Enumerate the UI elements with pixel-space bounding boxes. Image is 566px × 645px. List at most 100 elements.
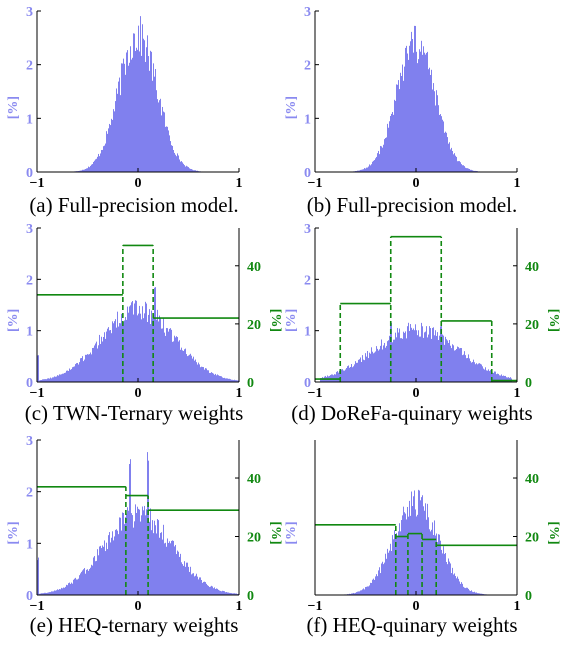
histogram-bar	[453, 574, 454, 595]
histogram-bar	[185, 348, 186, 382]
histogram-bar	[199, 364, 200, 382]
histogram-bar	[353, 366, 354, 382]
histogram-bar	[137, 506, 138, 595]
histogram-bar	[388, 340, 389, 382]
histogram-bar	[81, 358, 82, 382]
histogram-bar	[361, 590, 362, 595]
histogram-bar	[432, 522, 433, 595]
histogram-bar	[384, 562, 385, 595]
histogram-bar	[104, 145, 105, 172]
histogram-bar	[123, 58, 124, 172]
histogram-bar	[206, 368, 207, 382]
histogram-b	[348, 25, 485, 173]
histogram-bar	[132, 515, 133, 595]
histogram-bar	[440, 540, 441, 595]
histogram-bar	[158, 321, 159, 382]
histogram-bar	[122, 63, 123, 172]
histogram-bar	[478, 593, 479, 595]
histogram-bar	[374, 579, 375, 595]
histogram-bar	[80, 170, 81, 172]
histogram-bar	[201, 366, 202, 382]
histogram-bar	[384, 342, 385, 382]
histogram-bar	[396, 533, 397, 595]
histogram-bar	[357, 362, 358, 382]
y-tick-label: 1	[304, 112, 311, 127]
histogram-bar	[342, 369, 343, 382]
histogram-bar	[151, 310, 152, 382]
histogram-bar	[419, 49, 420, 172]
histogram-bar	[169, 328, 170, 382]
histogram-bar	[140, 16, 141, 172]
x-tick-label: 0	[135, 599, 142, 614]
histogram-bar	[409, 45, 410, 173]
histogram-bar	[88, 166, 89, 172]
histogram-bar	[132, 301, 133, 382]
histogram-bar	[414, 25, 415, 172]
histogram-bar	[383, 144, 384, 172]
histogram-bar	[102, 545, 103, 595]
histogram-bar	[95, 159, 96, 172]
histogram-bar	[400, 72, 401, 172]
histogram-bar	[92, 164, 93, 172]
histogram-bar	[155, 525, 156, 595]
histogram-bar	[375, 576, 376, 595]
histogram-bar	[413, 328, 414, 382]
histogram-bar	[144, 505, 145, 595]
histogram-bar	[137, 49, 138, 172]
y2-tick-label: 40	[525, 472, 539, 487]
histogram-bar	[383, 345, 384, 382]
histogram-bar	[143, 510, 144, 595]
histogram-bar	[226, 592, 227, 595]
histogram-bar	[75, 577, 76, 595]
histogram-bar	[429, 529, 430, 595]
histogram-bar	[424, 510, 425, 595]
histogram-bar	[61, 587, 62, 595]
histogram-bar	[364, 360, 365, 382]
histogram-bar	[417, 514, 418, 595]
y-tick-label: 0	[26, 376, 33, 391]
histogram-bar	[393, 114, 394, 172]
panel-caption: (a) Full-precision model.	[29, 193, 238, 217]
histogram-bar	[416, 51, 417, 172]
y-tick-label: 0	[26, 166, 33, 181]
histogram-bar	[111, 118, 112, 172]
histogram-bar	[436, 90, 437, 172]
histogram-bar	[73, 579, 74, 595]
histogram-bar	[62, 588, 63, 595]
histogram-bar	[50, 592, 51, 595]
histogram-bar	[198, 362, 199, 382]
histogram-bar	[438, 534, 439, 595]
histogram-bar	[118, 534, 119, 595]
histogram-bar	[69, 582, 70, 595]
histogram-bar	[215, 373, 216, 382]
histogram-bar	[208, 585, 209, 595]
histogram-bar	[133, 314, 134, 382]
histogram-bar	[186, 354, 187, 382]
histogram-bar	[385, 347, 386, 382]
histogram-bar	[108, 535, 109, 595]
x-tick-label: 0	[413, 386, 420, 401]
histogram-bar	[65, 372, 66, 382]
histogram-bar	[78, 170, 79, 172]
histogram-bar	[447, 340, 448, 382]
histogram-bar	[351, 593, 352, 595]
histogram-bar	[414, 490, 415, 595]
histogram-bar	[57, 375, 58, 382]
histogram-bar	[126, 52, 127, 172]
histogram-bar	[191, 574, 192, 595]
histogram-bar	[354, 593, 355, 595]
histogram-bar	[161, 328, 162, 382]
histogram-bar	[360, 169, 361, 172]
histogram-bar	[229, 592, 230, 595]
histogram-bar	[237, 593, 238, 595]
histogram-bar	[396, 84, 397, 172]
histogram-bar	[473, 592, 474, 595]
histogram-bar	[475, 170, 476, 172]
histogram-bar	[81, 571, 82, 595]
histogram-bar	[385, 553, 386, 595]
histogram-bar	[139, 509, 140, 595]
histogram-bar	[153, 63, 154, 172]
histogram-bar	[402, 64, 403, 172]
histogram-bar	[112, 321, 113, 382]
histogram-bar	[433, 83, 434, 172]
